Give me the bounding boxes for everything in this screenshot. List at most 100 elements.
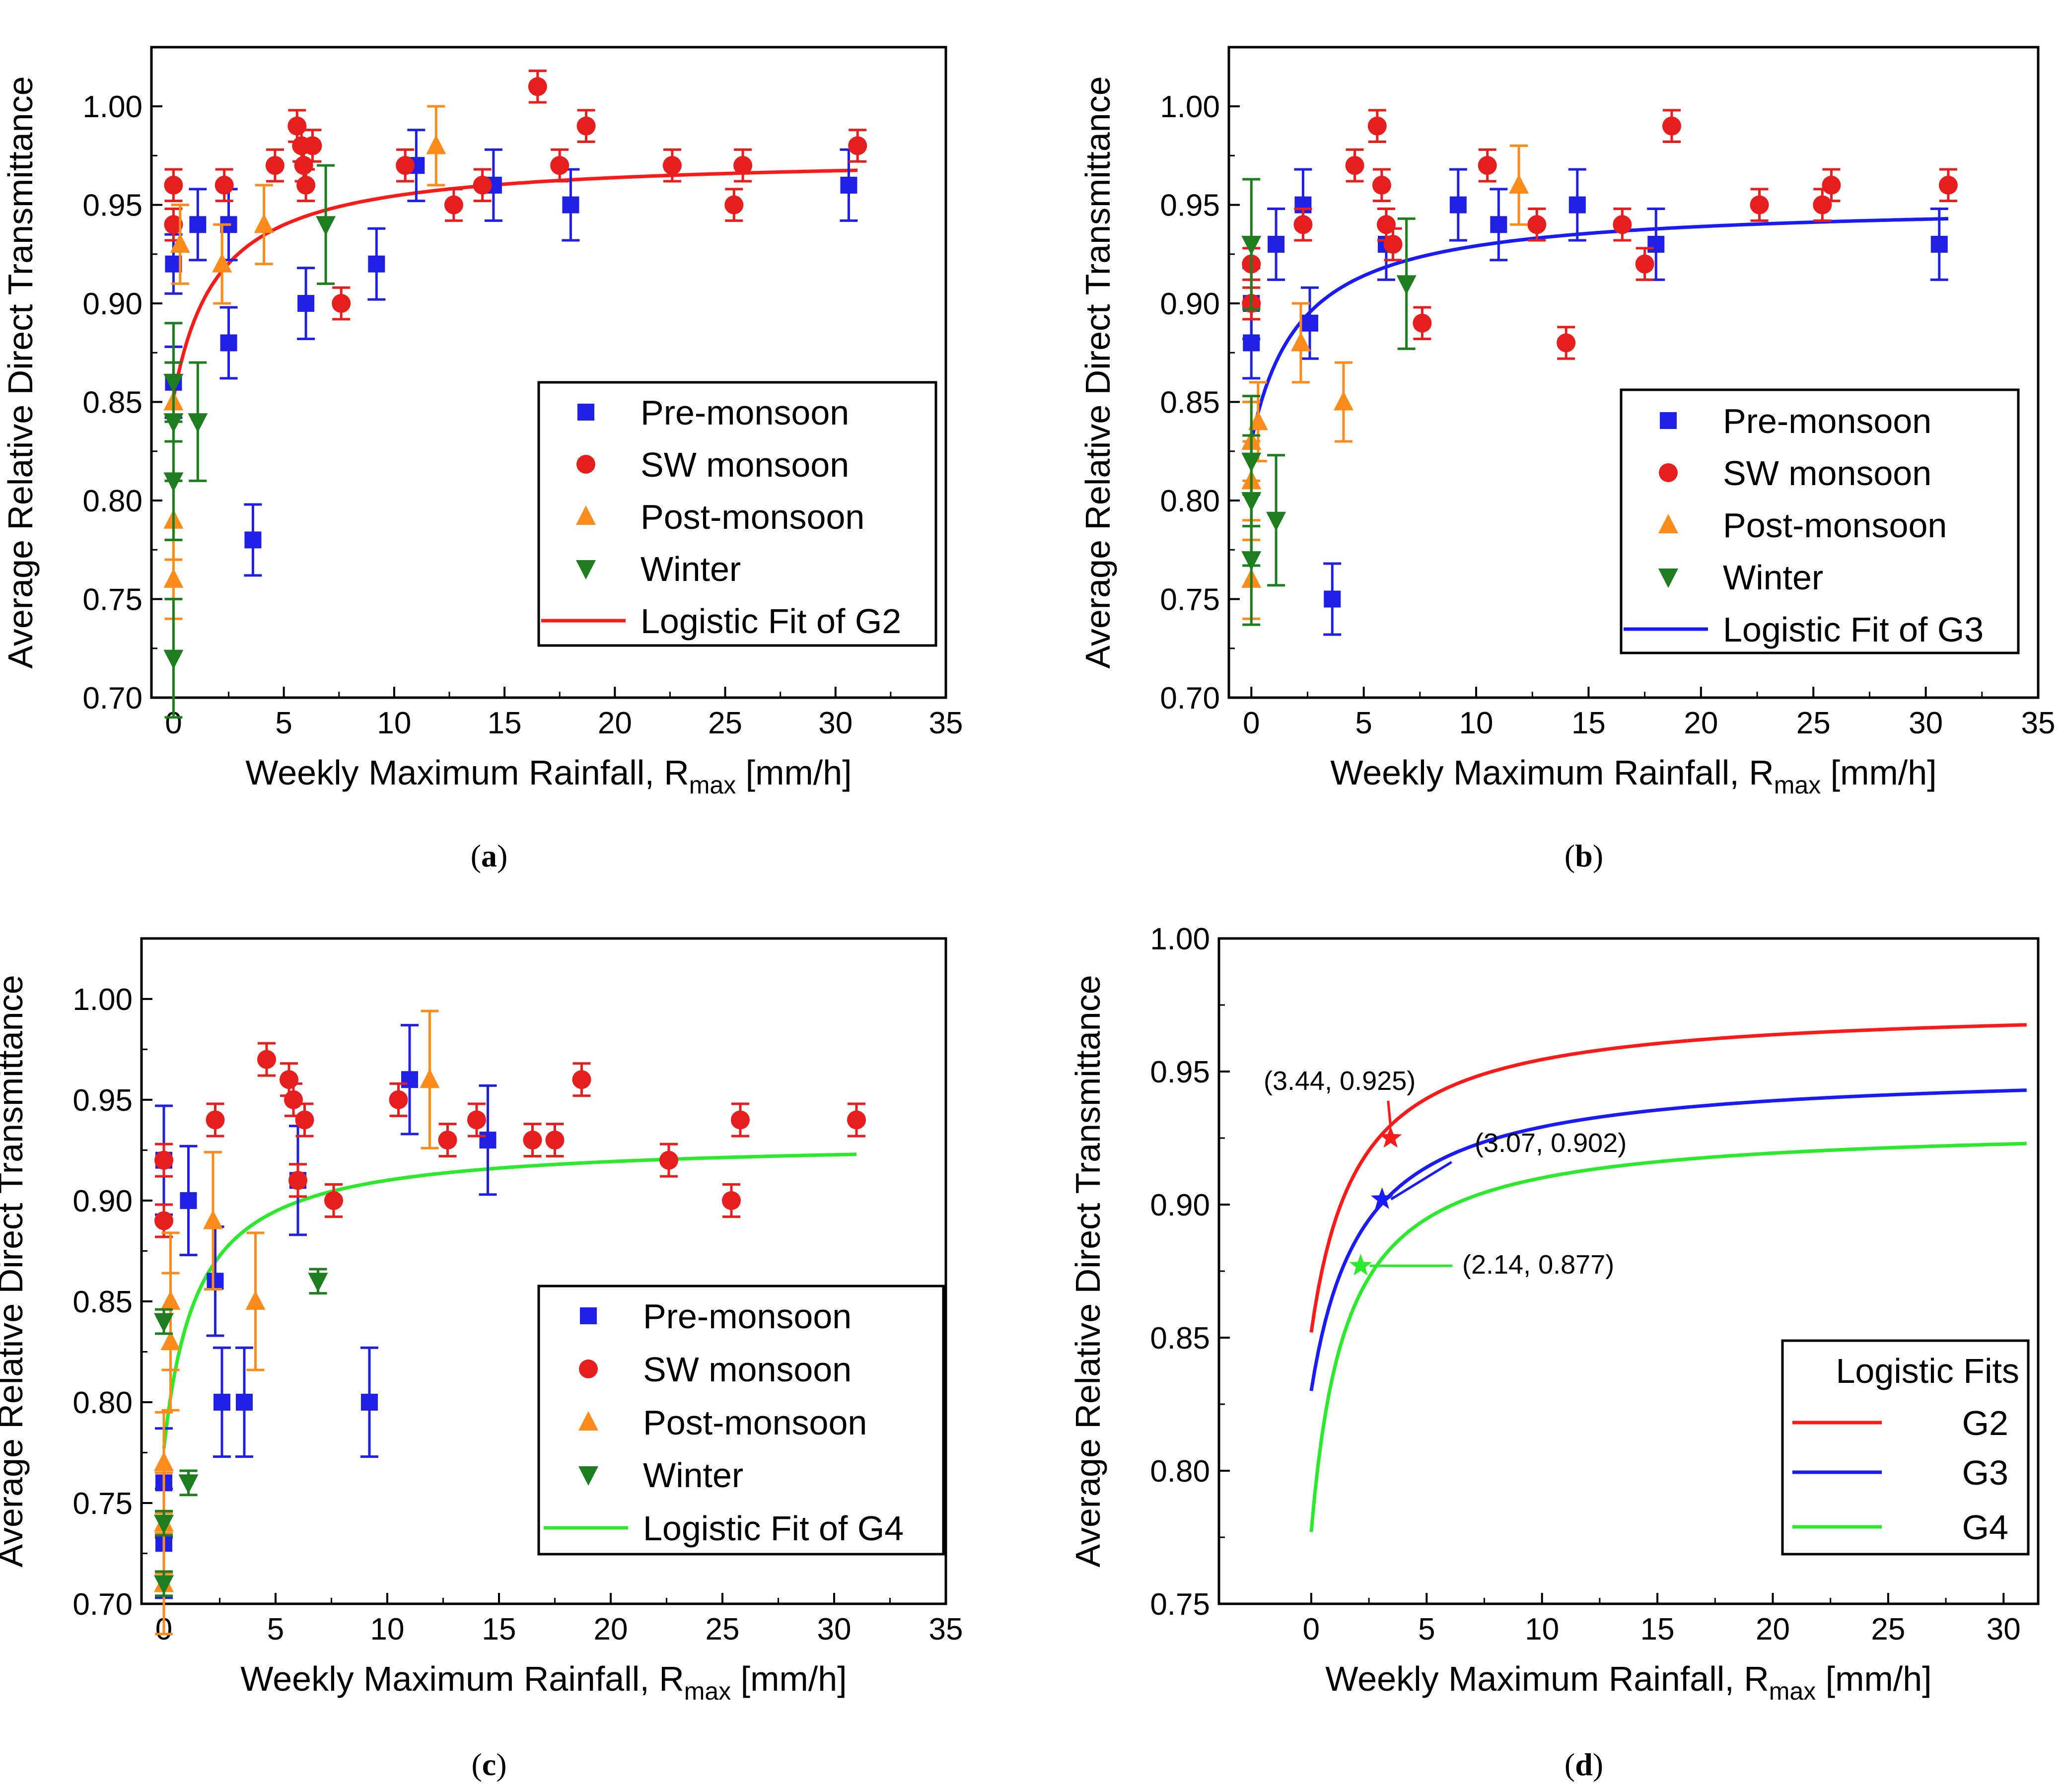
data-point-winter [1241, 551, 1262, 571]
legend-label: Winter [643, 1456, 743, 1495]
data-point-sw [1613, 215, 1632, 234]
data-point-post [163, 568, 184, 588]
legend-label: Pre-monsoon [1723, 402, 1931, 440]
data-point-sw [731, 1110, 750, 1130]
x-tick-label: 35 [929, 706, 963, 740]
panel-b: 0 5 10 15 20 25 30 35 0.70 0.75 0.80 0.85 0.90 0.95 1.… [1078, 46, 2056, 873]
x-tick-label: 15 [1640, 1612, 1675, 1647]
legend-marker [576, 455, 595, 474]
data-point-winter [1241, 235, 1262, 255]
data-point-sw [572, 1070, 591, 1089]
legend-label: Post-monsoon [643, 1403, 867, 1442]
x-tick-label: 30 [818, 706, 853, 740]
panel-label: (c) [471, 1747, 506, 1782]
data-point-sw [523, 1131, 542, 1150]
data-point-sw [1813, 195, 1832, 215]
y-tick-label: 0.85 [1150, 1321, 1210, 1356]
data-point-pre [479, 1132, 497, 1149]
data-point-winter [163, 472, 184, 492]
data-point-pre [1268, 235, 1285, 253]
fit-line-logistic-fit-of-g3 [1249, 216, 1948, 442]
data-point-winter [154, 1575, 174, 1595]
data-point-sw [659, 1150, 678, 1170]
y-tick-label: 1.00 [82, 90, 142, 124]
data-point-sw [848, 136, 867, 155]
y-tick-label: 0.75 [1150, 1587, 1210, 1622]
data-point-sw [1372, 175, 1391, 195]
legend-label: Post-monsoon [1723, 506, 1947, 545]
x-axis-title: Weekly Maximum Rainfall, Rmax [mm/h] [1330, 753, 1936, 799]
legend-marker [1660, 412, 1677, 429]
legend-label: Winter [640, 550, 741, 588]
y-tick-label: 1.00 [1160, 90, 1220, 124]
annotation-star [1379, 1126, 1402, 1148]
data-point-winter [316, 216, 336, 236]
data-point-sw [288, 1171, 307, 1190]
data-point-post [420, 1069, 440, 1088]
x-tick-label: 20 [598, 706, 632, 740]
y-tick-label: 0.90 [72, 1184, 133, 1219]
data-point-sw [324, 1191, 343, 1210]
data-point-sw [473, 175, 492, 195]
legend-marker [578, 1466, 598, 1486]
data-point-sw [295, 1110, 314, 1130]
y-tick-label: 0.95 [82, 189, 142, 223]
y-tick-label: 0.95 [1150, 1055, 1210, 1089]
x-tick-label: 20 [1684, 706, 1718, 740]
data-point-winter [1396, 275, 1417, 295]
data-point-pre [1647, 235, 1665, 253]
x-tick-label: 25 [706, 1612, 740, 1647]
legend-marker [579, 1360, 598, 1378]
data-point-post [203, 1210, 223, 1229]
data-point-winter [308, 1273, 328, 1292]
data-point-sw [576, 116, 596, 136]
data-point-post [154, 1451, 174, 1471]
data-point-pre [297, 295, 315, 312]
data-point-pre [213, 1393, 230, 1411]
panel-d: 0 5 10 15 20 25 30 0.75 0.80 0.85 0.90 0.95 1.00 Week… [1068, 922, 2040, 1782]
data-point-sw [1938, 175, 1958, 195]
data-point-sw [444, 195, 463, 215]
data-point-sw [662, 156, 682, 175]
data-point-pre [840, 176, 857, 194]
legend-marker [1658, 569, 1678, 588]
data-point-sw [722, 1191, 741, 1210]
data-point-post [1509, 174, 1529, 194]
data-point-post [1333, 391, 1353, 411]
y-tick-label: 0.75 [82, 583, 142, 617]
data-point-sw [1345, 156, 1364, 175]
annotation-label: (3.44, 0.925) [1264, 1066, 1416, 1096]
data-point-sw [1527, 215, 1547, 234]
x-axis-title: Weekly Maximum Rainfall, Rmax [mm/h] [245, 753, 852, 799]
y-tick-label: 0.80 [72, 1386, 133, 1420]
data-point-sw [280, 1070, 298, 1089]
y-tick-label: 0.70 [1160, 681, 1220, 716]
data-point-winter [178, 1474, 199, 1494]
data-point-pre [244, 531, 262, 549]
legend-marker [576, 560, 596, 579]
legend-label: SW monsoon [640, 445, 849, 484]
legend-marker [578, 1411, 598, 1431]
data-point-sw [1413, 313, 1432, 333]
x-tick-label: 25 [1796, 706, 1831, 740]
x-tick-label: 20 [1756, 1612, 1790, 1647]
legend-label: SW monsoon [1723, 454, 1931, 493]
y-tick-label: 0.80 [1150, 1454, 1210, 1489]
x-tick-label: 35 [2021, 706, 2056, 740]
y-tick-label: 0.95 [1160, 189, 1220, 223]
data-point-sw [265, 156, 285, 175]
data-point-pre [562, 196, 579, 214]
data-point-sw [164, 175, 183, 195]
legend-label: SW monsoon [643, 1350, 852, 1389]
x-tick-label: 25 [708, 706, 742, 740]
data-point-sw [296, 175, 316, 195]
panel-c: 051015202530350.700.750.800.850.900.951.… [0, 937, 963, 1782]
x-tick-label: 10 [377, 706, 411, 740]
legend-label: G3 [1962, 1453, 2008, 1492]
data-point-sw [303, 136, 322, 155]
y-tick-label: 0.85 [1160, 386, 1220, 420]
data-point-post [170, 233, 190, 253]
y-tick-label: 0.85 [82, 386, 142, 420]
data-point-sw [284, 1090, 303, 1109]
